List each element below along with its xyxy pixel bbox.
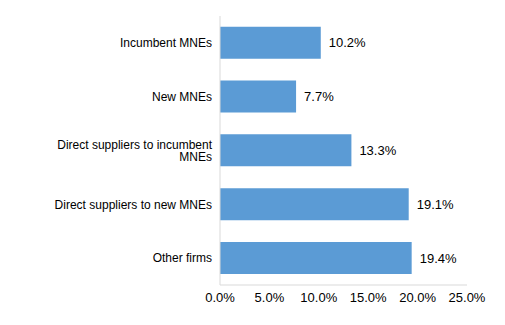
svg-text:15.0%: 15.0%	[350, 290, 387, 305]
svg-text:19.4%: 19.4%	[420, 251, 457, 266]
svg-text:New MNEs: New MNEs	[152, 90, 212, 104]
svg-text:10.2%: 10.2%	[329, 35, 366, 50]
svg-text:20.0%: 20.0%	[399, 290, 436, 305]
svg-text:Other firms: Other firms	[153, 251, 212, 265]
svg-text:10.0%: 10.0%	[300, 290, 337, 305]
svg-text:7.7%: 7.7%	[304, 89, 334, 104]
svg-text:Direct suppliers to new MNEs: Direct suppliers to new MNEs	[55, 198, 212, 212]
svg-text:25.0%: 25.0%	[449, 290, 486, 305]
svg-text:13.3%: 13.3%	[359, 143, 396, 158]
svg-text:19.1%: 19.1%	[417, 197, 454, 212]
svg-text:Direct suppliers to incumbentM: Direct suppliers to incumbentMNEs	[57, 138, 212, 164]
svg-text:0.0%: 0.0%	[205, 290, 235, 305]
svg-text:5.0%: 5.0%	[255, 290, 285, 305]
svg-text:Incumbent MNEs: Incumbent MNEs	[120, 36, 212, 50]
